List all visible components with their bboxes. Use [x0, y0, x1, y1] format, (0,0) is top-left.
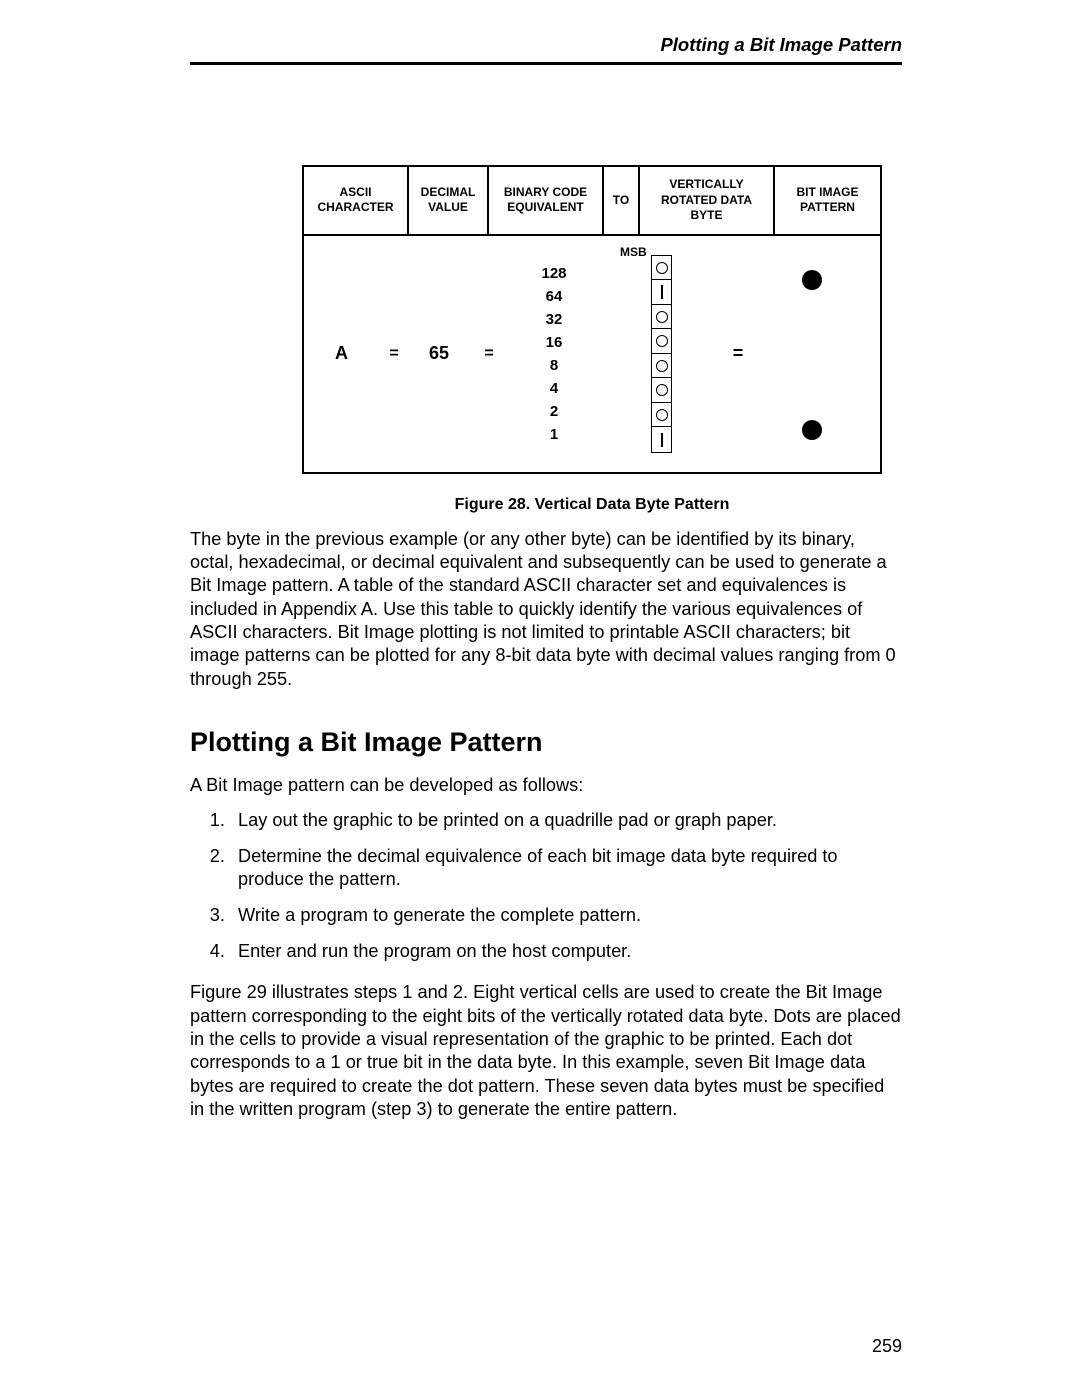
- table-header-row: ASCII CHARACTER DECIMAL VALUE BINARY COD…: [304, 167, 880, 236]
- bar-icon: [661, 433, 663, 447]
- table-body: MSB A = 65 = 128 64 32 16 8 4 2 1: [304, 236, 880, 472]
- equals-1: =: [379, 236, 409, 472]
- binary-val: 2: [550, 403, 558, 420]
- binary-val: 64: [546, 288, 563, 305]
- byte-cell: [652, 427, 671, 452]
- binary-val: 8: [550, 357, 558, 374]
- filled-dot-icon: [802, 420, 822, 440]
- step-item: Write a program to generate the complete…: [230, 904, 902, 928]
- th-bitimage: BIT IMAGE PATTERN: [775, 167, 880, 234]
- th-binary: BINARY CODE EQUIVALENT: [489, 167, 604, 234]
- filled-dot-icon: [802, 270, 822, 290]
- steps-list: Lay out the graphic to be printed on a q…: [190, 809, 902, 963]
- th-to: TO: [604, 167, 640, 234]
- binary-val: 4: [550, 380, 558, 397]
- binary-val: 1: [550, 426, 558, 443]
- step-item: Lay out the graphic to be printed on a q…: [230, 809, 902, 833]
- rotated-byte-column: [599, 236, 724, 472]
- paragraph-2: Figure 29 illustrates steps 1 and 2. Eig…: [190, 981, 902, 1121]
- binary-val: 128: [541, 265, 566, 282]
- open-circle-icon: [656, 262, 668, 274]
- open-circle-icon: [656, 360, 668, 372]
- page-header-title: Plotting a Bit Image Pattern: [660, 34, 902, 55]
- byte-stack: [651, 255, 672, 453]
- figure-28: ASCII CHARACTER DECIMAL VALUE BINARY COD…: [302, 165, 882, 514]
- intro-line: A Bit Image pattern can be developed as …: [190, 774, 902, 797]
- byte-cell: [652, 256, 671, 281]
- th-rotated: VERTICALLY ROTATED DATA BYTE: [640, 167, 775, 234]
- figure-table: ASCII CHARACTER DECIMAL VALUE BINARY COD…: [302, 165, 882, 474]
- step-item: Enter and run the program on the host co…: [230, 940, 902, 964]
- binary-val: 32: [546, 311, 563, 328]
- section-heading: Plotting a Bit Image Pattern: [190, 727, 902, 758]
- bar-icon: [661, 285, 663, 299]
- binary-column: 128 64 32 16 8 4 2 1: [509, 236, 599, 472]
- open-circle-icon: [656, 409, 668, 421]
- byte-cell: [652, 280, 671, 305]
- paragraph-1: The byte in the previous example (or any…: [190, 528, 902, 691]
- th-ascii: ASCII CHARACTER: [304, 167, 409, 234]
- equals-3: =: [724, 236, 752, 472]
- step-item: Determine the decimal equivalence of eac…: [230, 845, 902, 892]
- page-header-rule: Plotting a Bit Image Pattern: [190, 34, 902, 65]
- page: Plotting a Bit Image Pattern ASCII CHARA…: [0, 0, 1080, 1397]
- open-circle-icon: [656, 384, 668, 396]
- byte-cell: [652, 378, 671, 403]
- ascii-char: A: [304, 236, 379, 472]
- msb-label: MSB: [620, 245, 647, 259]
- th-decimal: DECIMAL VALUE: [409, 167, 489, 234]
- open-circle-icon: [656, 311, 668, 323]
- byte-cell: [652, 354, 671, 379]
- binary-val: 16: [546, 334, 563, 351]
- byte-cell: [652, 305, 671, 330]
- byte-cell: [652, 329, 671, 354]
- equals-2: =: [469, 236, 509, 472]
- decimal-value: 65: [409, 236, 469, 472]
- page-number: 259: [872, 1336, 902, 1357]
- bit-image-column: [752, 236, 872, 472]
- figure-caption: Figure 28. Vertical Data Byte Pattern: [302, 496, 882, 514]
- open-circle-icon: [656, 335, 668, 347]
- byte-cell: [652, 403, 671, 428]
